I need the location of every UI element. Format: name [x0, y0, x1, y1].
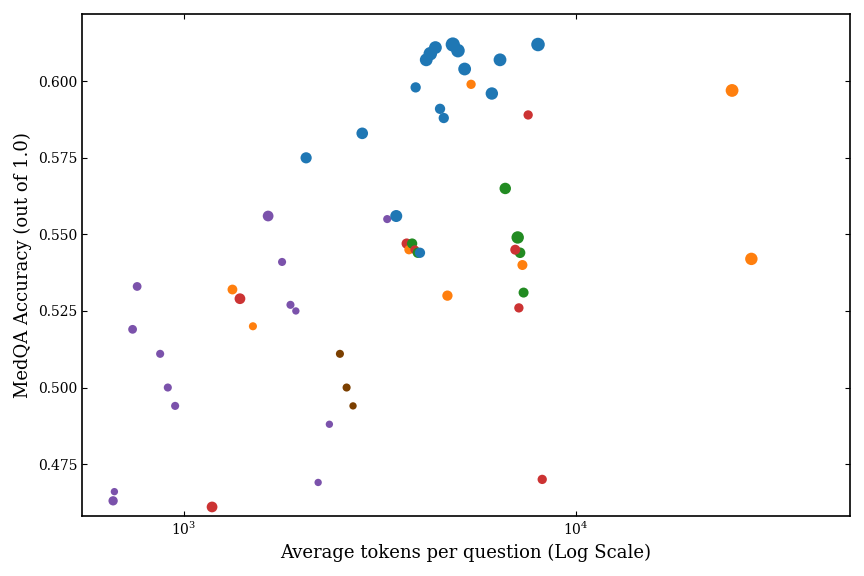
Point — [153, 349, 167, 358]
Point — [107, 487, 121, 497]
Point — [512, 304, 526, 313]
Point — [413, 248, 427, 257]
Point — [402, 245, 416, 255]
Point — [419, 55, 433, 65]
Point — [485, 89, 499, 98]
Point — [161, 383, 175, 392]
Point — [340, 383, 353, 392]
Point — [390, 211, 403, 221]
Point — [423, 49, 437, 58]
Y-axis label: MedQA Accuracy (out of 1.0): MedQA Accuracy (out of 1.0) — [14, 132, 32, 398]
Point — [511, 233, 524, 242]
Point — [405, 239, 419, 248]
Point — [125, 325, 139, 334]
Point — [745, 254, 759, 263]
Point — [446, 40, 460, 49]
Point — [205, 502, 219, 511]
Point — [536, 475, 550, 484]
Point — [508, 245, 522, 255]
Point — [226, 285, 239, 294]
Point — [408, 245, 422, 255]
Point — [380, 214, 394, 223]
Point — [458, 65, 472, 74]
Point — [516, 260, 530, 270]
Point — [400, 239, 414, 248]
Point — [283, 300, 297, 309]
Point — [725, 86, 739, 95]
Point — [464, 79, 478, 89]
Point — [411, 248, 425, 257]
Point — [531, 40, 545, 49]
Point — [275, 257, 289, 267]
Point — [346, 401, 360, 411]
Point — [311, 478, 325, 487]
Point — [322, 420, 336, 429]
Point — [441, 291, 454, 300]
Point — [299, 153, 313, 162]
Point — [429, 43, 442, 52]
Point — [517, 288, 530, 297]
Point — [233, 294, 247, 304]
Point — [437, 113, 451, 123]
Point — [333, 349, 346, 358]
Point — [433, 104, 447, 113]
X-axis label: Average tokens per question (Log Scale): Average tokens per question (Log Scale) — [281, 544, 651, 562]
Point — [451, 46, 465, 55]
Point — [261, 211, 275, 221]
Point — [106, 496, 120, 505]
Point — [521, 111, 535, 120]
Point — [289, 306, 302, 316]
Point — [355, 128, 369, 138]
Point — [409, 83, 422, 92]
Point — [493, 55, 507, 65]
Point — [168, 401, 182, 411]
Point — [499, 184, 512, 193]
Point — [130, 282, 144, 291]
Point — [246, 321, 260, 331]
Point — [513, 248, 527, 257]
